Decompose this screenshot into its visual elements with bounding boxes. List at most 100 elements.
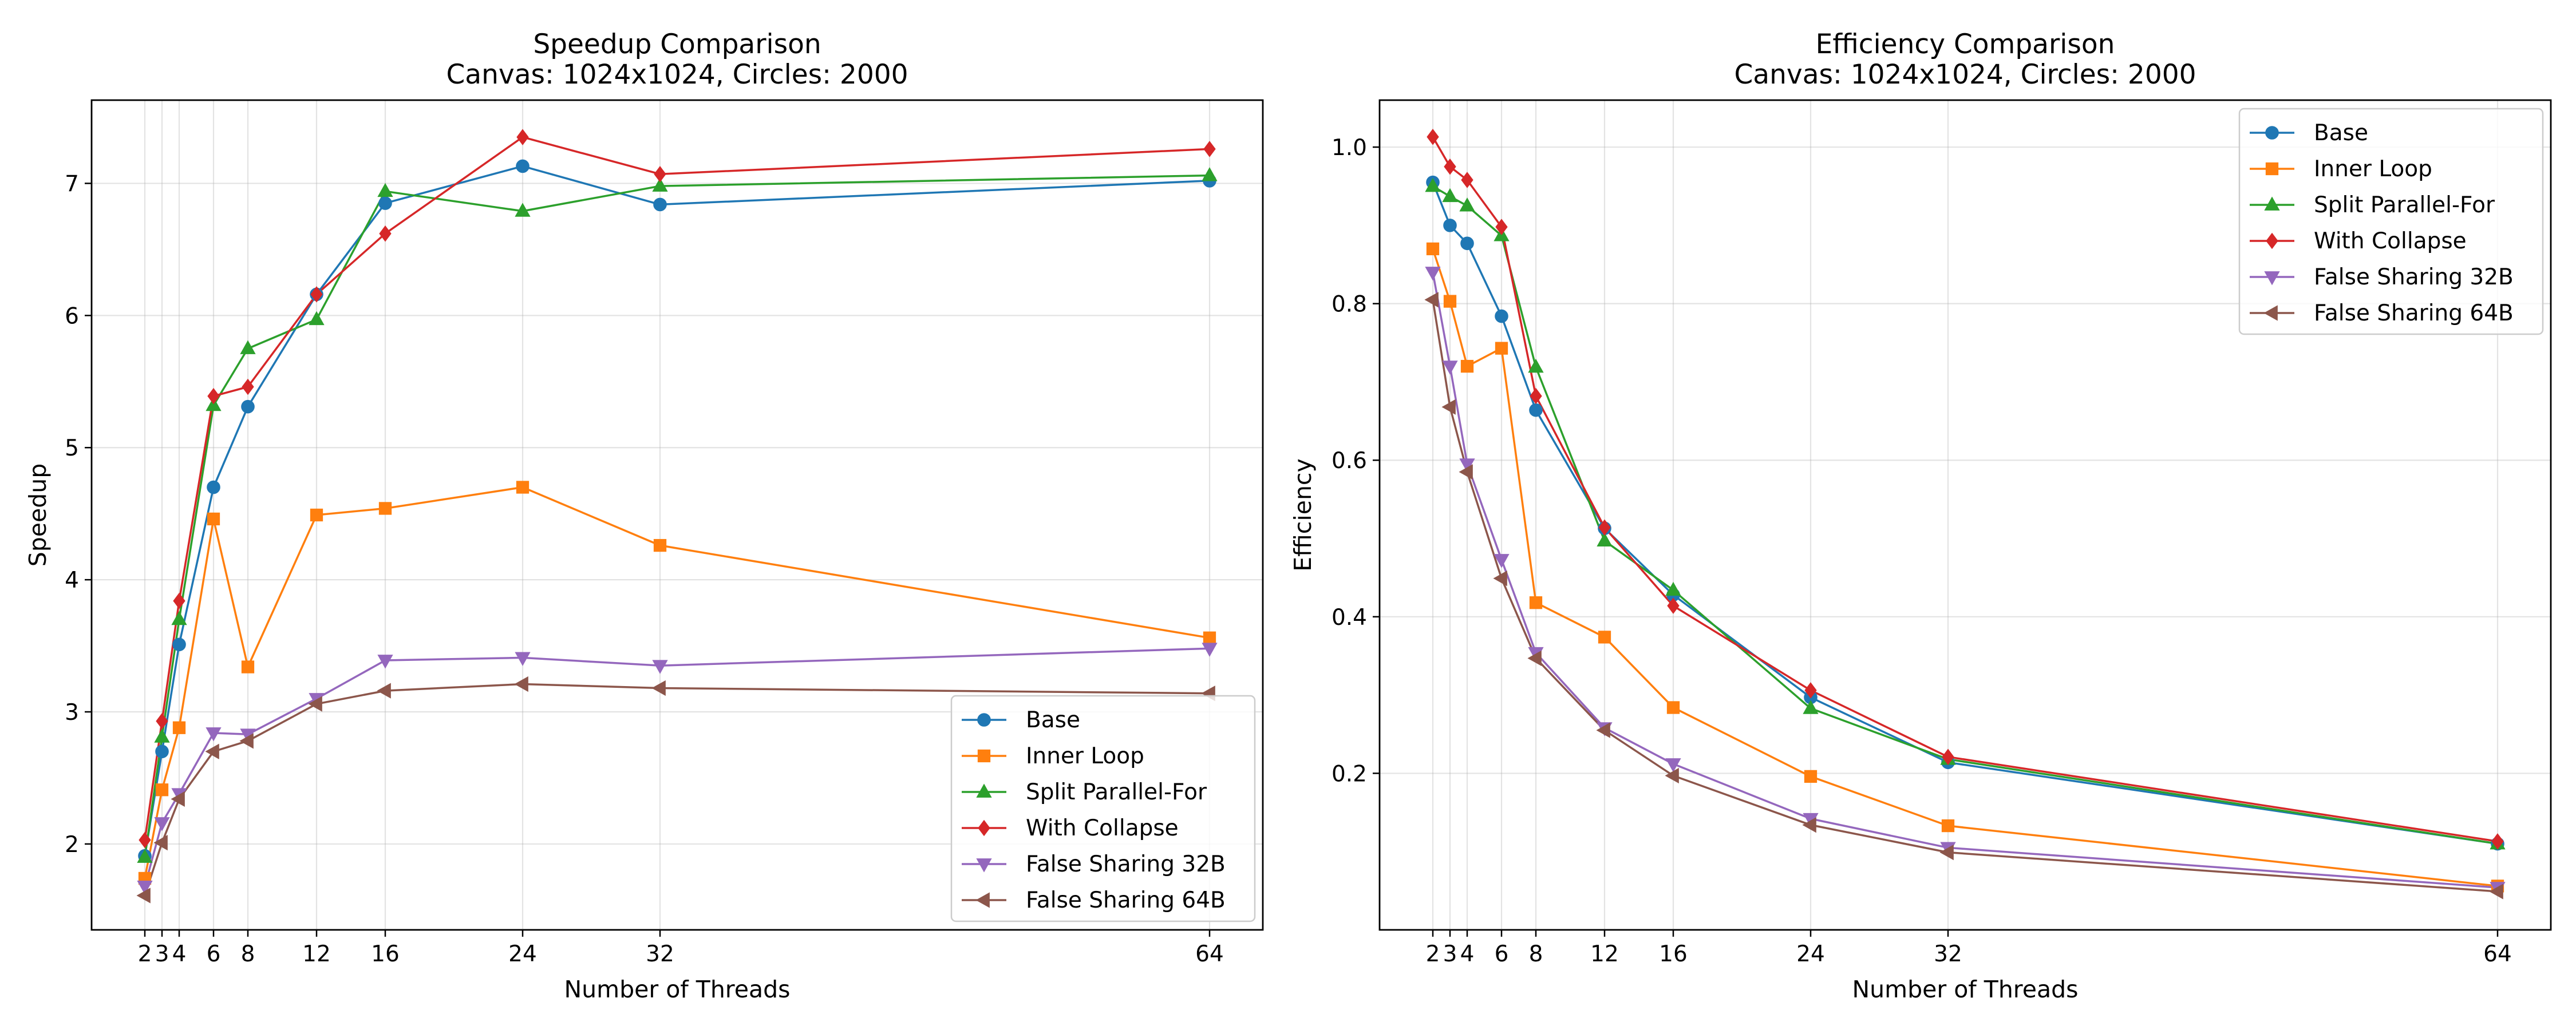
speedup-data-point-inner-loop (172, 721, 186, 734)
efficiency-data-point-inner-loop (1598, 631, 1611, 644)
efficiency-series-line-false-sharing-32b (1432, 272, 2498, 889)
efficiency-series-markers (1424, 129, 2506, 900)
speedup-data-point-base (378, 196, 392, 210)
efficiency-data-point-inner-loop (1666, 701, 1680, 714)
speedup-legend-box (950, 695, 1256, 922)
efficiency-data-point-split-parallel-for (1803, 700, 1819, 714)
speedup-data-point-with-collapse (654, 166, 666, 183)
efficiency-y-axis-label: Efficiency (1289, 458, 1317, 572)
efficiency-series-line-base (1432, 181, 2498, 845)
efficiency-y-ticks: 0.2 0.4 0.6 0.8 1.0 (1332, 135, 1380, 787)
efficiency-data-point-false-sharing-64b (1459, 464, 1473, 480)
speedup-data-point-with-collapse (173, 592, 185, 609)
efficiency-x-tick-label: 2 (1426, 941, 1440, 967)
efficiency-data-point-base (1495, 309, 1508, 323)
speedup-y-tick-label: 7 (65, 171, 79, 197)
speedup-data-point-base (155, 744, 169, 759)
efficiency-data-point-split-parallel-for (1665, 581, 1681, 596)
efficiency-x-tick-label: 8 (1529, 941, 1543, 967)
speedup-data-point-base (241, 399, 255, 414)
speedup-series-lines (144, 136, 1210, 896)
efficiency-data-point-false-sharing-32b (1442, 360, 1458, 375)
speedup-data-point-inner-loop (653, 538, 667, 552)
efficiency-x-tick-label: 4 (1460, 941, 1475, 967)
efficiency-data-point-false-sharing-64b (1441, 399, 1456, 415)
speedup-data-point-false-sharing-64b (308, 696, 322, 712)
speedup-legend-label-split-parallel-for: Split Parallel-For (1026, 779, 1207, 805)
speedup-data-point-inner-loop (378, 502, 392, 515)
speedup-data-point-base (172, 637, 186, 652)
speedup-data-point-with-collapse (1203, 141, 1216, 157)
efficiency-data-point-false-sharing-64b (1596, 722, 1610, 738)
speedup-series-line-inner-loop (144, 486, 1210, 879)
speedup-legend: Base Inner Loop Split Parallel-For With Col… (950, 695, 1256, 922)
speedup-y-tick-label: 6 (65, 303, 79, 329)
speedup-chart-subtitle: Canvas: 1024x1024, Circles: 2000 (446, 59, 908, 90)
speedup-series-line-false-sharing-32b (144, 647, 1210, 887)
speedup-x-tick-label: 12 (302, 941, 331, 967)
speedup-legend-marker-base (977, 713, 991, 727)
speedup-data-point-inner-loop (516, 481, 530, 494)
efficiency-series-line-false-sharing-64b (1432, 299, 2498, 893)
speedup-data-point-split-parallel-for (309, 311, 325, 326)
speedup-y-tick-label: 3 (65, 700, 79, 726)
efficiency-y-tick-label: 1.0 (1332, 135, 1367, 161)
efficiency-data-point-with-collapse (1667, 597, 1680, 614)
speedup-chart-title: Speedup Comparison (533, 29, 821, 60)
speedup-data-point-false-sharing-64b (514, 676, 528, 692)
speedup-data-point-with-collapse (156, 712, 168, 730)
efficiency-legend-marker-inner-loop (2265, 162, 2279, 176)
efficiency-legend-label-false-sharing-64b: False Sharing 64B (2314, 300, 2514, 326)
speedup-data-point-with-collapse (516, 129, 529, 145)
efficiency-x-tick-label: 32 (1934, 941, 1962, 967)
speedup-x-tick-label: 16 (371, 941, 400, 967)
efficiency-data-point-false-sharing-64b (1493, 571, 1507, 587)
speedup-series-line-split-parallel-for (144, 174, 1210, 858)
efficiency-x-tick-label: 64 (2483, 941, 2512, 967)
efficiency-data-point-inner-loop (1529, 596, 1543, 609)
speedup-data-point-false-sharing-64b (239, 733, 254, 749)
speedup-data-point-false-sharing-32b (137, 880, 153, 895)
efficiency-legend-label-inner-loop: Inner Loop (2314, 156, 2432, 182)
speedup-data-point-inner-loop (207, 512, 220, 526)
efficiency-data-point-with-collapse (1444, 159, 1456, 175)
efficiency-data-point-split-parallel-for (1425, 177, 1441, 192)
efficiency-data-point-split-parallel-for (1459, 197, 1475, 212)
speedup-data-point-base (653, 197, 667, 212)
speedup-data-point-with-collapse (379, 225, 392, 242)
speedup-y-axis-label: Speedup (24, 464, 52, 567)
efficiency-x-tick-label: 3 (1443, 941, 1457, 967)
efficiency-x-ticks: 2 3 4 6 8 12 16 24 32 64 (1426, 930, 2512, 967)
speedup-data-point-false-sharing-64b (651, 680, 666, 696)
efficiency-data-point-base (1529, 403, 1543, 417)
efficiency-legend-marker-split-parallel-for (2264, 196, 2280, 211)
speedup-legend-label-with-collapse: With Collapse (1026, 815, 1179, 841)
efficiency-data-point-false-sharing-64b (1665, 767, 1679, 784)
efficiency-x-tick-label: 24 (1796, 941, 1825, 967)
speedup-data-point-with-collapse (242, 378, 254, 395)
efficiency-data-point-with-collapse (1942, 748, 1954, 765)
efficiency-legend-label-split-parallel-for: Split Parallel-For (2314, 192, 2495, 218)
speedup-data-point-false-sharing-32b (206, 727, 222, 742)
speedup-data-point-split-parallel-for (171, 611, 187, 625)
efficiency-legend-marker-false-sharing-32b (2264, 271, 2280, 286)
speedup-x-tick-label: 6 (207, 941, 221, 967)
speedup-chart: Speedup Comparison Canvas: 1024x1024, Ci… (24, 29, 1264, 1003)
efficiency-data-point-inner-loop (1443, 295, 1457, 308)
speedup-data-point-false-sharing-32b (1202, 643, 1218, 657)
speedup-data-point-false-sharing-64b (153, 834, 168, 851)
speedup-legend-marker-inner-loop (977, 749, 991, 763)
efficiency-data-point-with-collapse (2491, 833, 2504, 850)
speedup-legend-label-base: Base (1026, 707, 1080, 733)
speedup-x-tick-label: 8 (241, 941, 255, 967)
efficiency-data-point-base (1443, 219, 1457, 232)
speedup-data-point-split-parallel-for (240, 340, 256, 354)
efficiency-chart-title: Efficiency Comparison (1816, 29, 2115, 60)
efficiency-series-lines (1432, 136, 2498, 893)
efficiency-data-point-false-sharing-32b (1665, 758, 1681, 772)
speedup-legend-marker-split-parallel-for (976, 783, 992, 798)
efficiency-y-tick-label: 0.2 (1332, 761, 1367, 787)
speedup-series-line-false-sharing-64b (144, 683, 1210, 896)
efficiency-data-point-split-parallel-for (1528, 358, 1544, 373)
speedup-y-tick-label: 4 (65, 568, 79, 593)
